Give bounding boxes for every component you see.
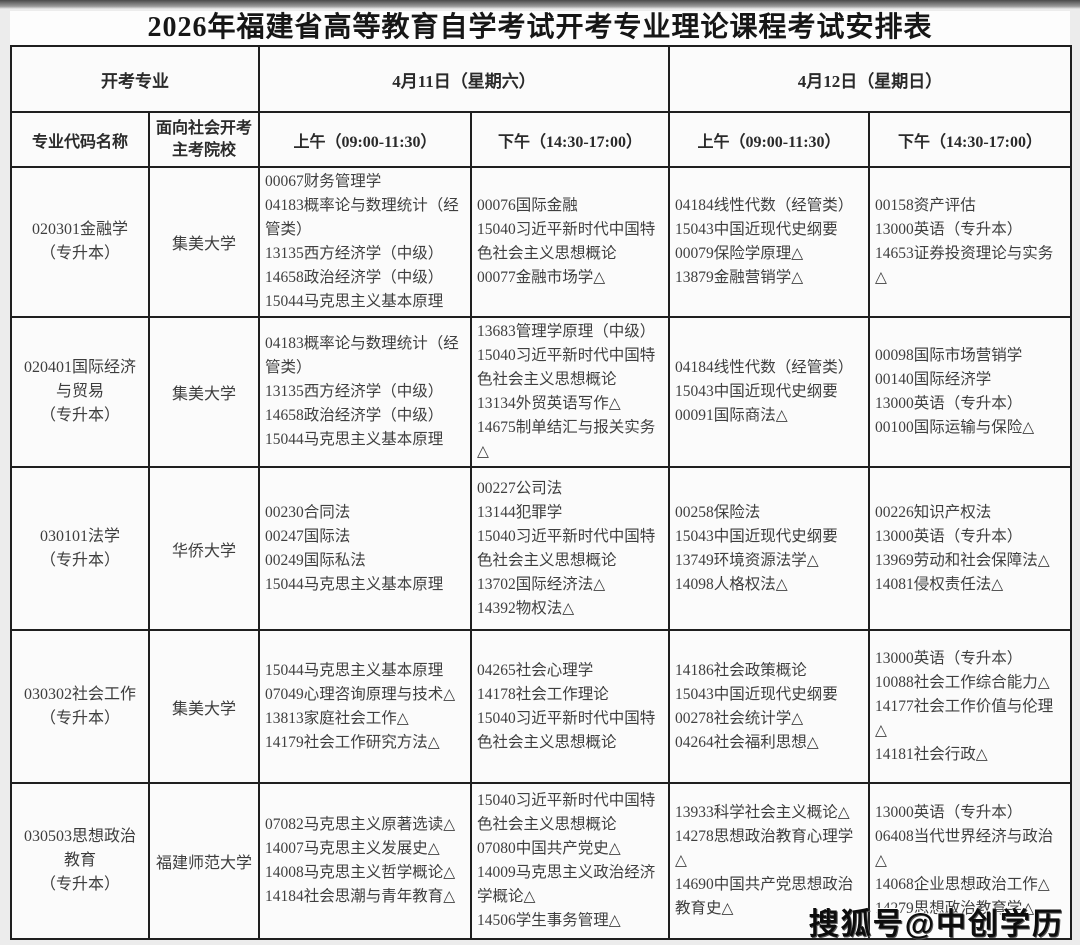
- header-major-group: 开考专业: [10, 45, 260, 113]
- sat-pm-courses: 15040习近平新时代中国特色社会主义思想概论 07080中国共产党史△ 140…: [470, 782, 670, 941]
- page-title: 2026年福建省高等教育自学考试开考专业理论课程考试安排表: [10, 11, 1070, 45]
- sun-pm-courses: 00226知识产权法 13000英语（专升本） 13969劳动和社会保障法△ 1…: [868, 466, 1072, 632]
- school-cell: 集美大学: [148, 629, 260, 785]
- school-cell: 华侨大学: [148, 466, 260, 632]
- watermark: 搜狐号@中创学历: [808, 908, 1064, 941]
- sun-pm-courses: 00158资产评估 13000英语（专升本） 14653证券投资理论与实务△: [868, 165, 1072, 319]
- major-cell: 030503思想政治教育 （专升本）: [10, 782, 150, 941]
- sun-pm-courses: 00098国际市场营销学 00140国际经济学 13000英语（专升本） 001…: [868, 316, 1072, 469]
- sun-pm-courses: 13000英语（专升本） 06408当代世界经济与政治△ 14068企业思想政治…: [868, 782, 1072, 941]
- header-row-sessions: 专业代码名称 面向社会开考 主考院校 上午（09:00-11:30） 下午（14…: [10, 111, 1072, 168]
- sat-am-courses: 07082马克思主义原著选读△ 14007马克思主义发展史△ 14008马克思主…: [258, 782, 472, 941]
- school-cell: 集美大学: [148, 165, 260, 319]
- table-row-intl-trade: 020401国际经济与贸易 （专升本） 集美大学 04183概率论与数理统计（经…: [10, 316, 1072, 469]
- school-cell: 集美大学: [148, 316, 260, 469]
- header-sat-am: 上午（09:00-11:30）: [258, 111, 472, 168]
- header-school: 面向社会开考 主考院校: [148, 111, 260, 168]
- header-sun-pm: 下午（14:30-17:00）: [868, 111, 1072, 168]
- major-cell: 030302社会工作 （专升本）: [10, 629, 150, 785]
- major-cell: 020301金融学 （专升本）: [10, 165, 150, 319]
- table-row-law: 030101法学 （专升本） 华侨大学 00230合同法 00247国际法 00…: [10, 466, 1072, 632]
- header-sat-pm: 下午（14:30-17:00）: [470, 111, 670, 168]
- table-row-ideological-politics: 030503思想政治教育 （专升本） 福建师范大学 07082马克思主义原著选读…: [10, 782, 1072, 941]
- sun-am-courses: 04184线性代数（经管类） 15043中国近现代史纲要 00091国际商法△: [668, 316, 870, 469]
- sat-am-courses: 00230合同法 00247国际法 00249国际私法 15044马克思主义基本…: [258, 466, 472, 632]
- header-date-sunday: 4月12日（星期日）: [668, 45, 1072, 113]
- sat-am-courses: 15044马克思主义基本原理 07049心理咨询原理与技术△ 13813家庭社会…: [258, 629, 472, 785]
- sat-pm-courses: 13683管理学原理（中级） 15040习近平新时代中国特色社会主义思想概论 1…: [470, 316, 670, 469]
- major-cell: 020401国际经济与贸易 （专升本）: [10, 316, 150, 469]
- sun-am-courses: 04184线性代数（经管类） 15043中国近现代史纲要 00079保险学原理△…: [668, 165, 870, 319]
- school-cell: 福建师范大学: [148, 782, 260, 941]
- exam-schedule-table: 开考专业 4月11日（星期六） 4月12日（星期日） 专业代码名称 面向社会开考…: [10, 45, 1072, 941]
- table-row-finance: 020301金融学 （专升本） 集美大学 00067财务管理学 04183概率论…: [10, 165, 1072, 319]
- sat-pm-courses: 04265社会心理学 14178社会工作理论 15040习近平新时代中国特色社会…: [470, 629, 670, 785]
- sun-am-courses: 00258保险法 15043中国近现代史纲要 13749环境资源法学△ 1409…: [668, 466, 870, 632]
- table-row-social-work: 030302社会工作 （专升本） 集美大学 15044马克思主义基本原理 070…: [10, 629, 1072, 785]
- header-row-dates: 开考专业 4月11日（星期六） 4月12日（星期日）: [10, 45, 1072, 113]
- sun-am-courses: 14186社会政策概论 15043中国近现代史纲要 00278社会统计学△ 04…: [668, 629, 870, 785]
- scan-artifact-band: [0, 0, 1080, 9]
- sat-am-courses: 04183概率论与数理统计（经管类） 13135西方经济学（中级） 14658政…: [258, 316, 472, 469]
- major-cell: 030101法学 （专升本）: [10, 466, 150, 632]
- header-sun-am: 上午（09:00-11:30）: [668, 111, 870, 168]
- sat-pm-courses: 00227公司法 13144犯罪学 15040习近平新时代中国特色社会主义思想概…: [470, 466, 670, 632]
- sun-pm-courses: 13000英语（专升本） 10088社会工作综合能力△ 14177社会工作价值与…: [868, 629, 1072, 785]
- sat-am-courses: 00067财务管理学 04183概率论与数理统计（经管类） 13135西方经济学…: [258, 165, 472, 319]
- header-major-code: 专业代码名称: [10, 111, 150, 168]
- header-date-saturday: 4月11日（星期六）: [258, 45, 670, 113]
- sun-am-courses: 13933科学社会主义概论△ 14278思想政治教育心理学△ 14690中国共产…: [668, 782, 870, 941]
- sat-pm-courses: 00076国际金融 15040习近平新时代中国特色社会主义思想概论 00077金…: [470, 165, 670, 319]
